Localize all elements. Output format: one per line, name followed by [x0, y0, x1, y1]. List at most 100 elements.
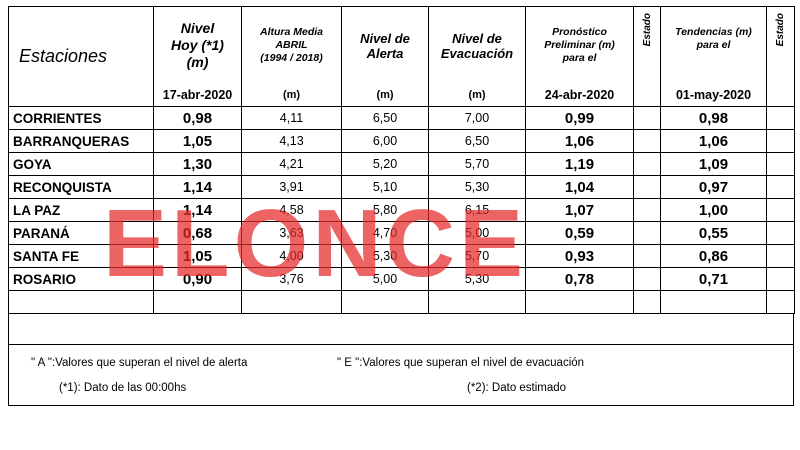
estado-2-cell [766, 244, 795, 268]
station-name: ROSARIO [8, 267, 154, 291]
tendencia-value: 0,86 [660, 244, 767, 268]
empty-row [8, 290, 795, 314]
note-dato-estimado: (*2): Dato estimado [467, 382, 567, 394]
river-levels-table: Estaciones Nivel Hoy (*1) (m) Altura Media… [8, 6, 795, 314]
pronostico-value: 0,99 [525, 106, 634, 130]
nivel-alerta-value: 4,70 [341, 221, 429, 245]
estado-2-cell [766, 152, 795, 176]
nivel-hoy-value: 1,30 [153, 152, 242, 176]
note-alerta: " A ":Valores que superan el nivel de al… [31, 357, 248, 369]
note-dato-hora: (*1): Dato de las 00:00hs [59, 382, 187, 394]
empty-cell [341, 290, 429, 314]
station-name: PARANÁ [8, 221, 154, 245]
nivel-evacuacion-value: 5,70 [428, 244, 526, 268]
altura-media-value: 3,76 [241, 267, 342, 291]
nivel-hoy-value: 0,98 [153, 106, 242, 130]
estado-cell [633, 198, 661, 222]
table-row: GOYA 1,30 4,21 5,20 5,70 1,19 1,09 [8, 152, 795, 176]
header-nivel-alerta-unit: (m) [341, 84, 429, 107]
header-tendencias-date: 01-may-2020 [660, 84, 767, 107]
tendencia-value: 0,97 [660, 175, 767, 199]
header-estaciones: Estaciones [8, 6, 154, 107]
estado-cell [633, 175, 661, 199]
table-row: SANTA FE 1,05 4,00 5,30 5,70 0,93 0,86 [8, 244, 795, 268]
nivel-evacuacion-value: 7,00 [428, 106, 526, 130]
tendencia-value: 0,71 [660, 267, 767, 291]
nivel-evacuacion-value: 5,70 [428, 152, 526, 176]
tendencia-value: 0,98 [660, 106, 767, 130]
header-pronostico-date: 24-abr-2020 [525, 84, 634, 107]
estado-cell [633, 106, 661, 130]
nivel-alerta-value: 5,20 [341, 152, 429, 176]
altura-media-value: 4,21 [241, 152, 342, 176]
station-name: SANTA FE [8, 244, 154, 268]
altura-media-value: 3,63 [241, 221, 342, 245]
altura-media-value: 4,58 [241, 198, 342, 222]
estado-cell [633, 267, 661, 291]
pronostico-value: 0,78 [525, 267, 634, 291]
pronostico-value: 1,19 [525, 152, 634, 176]
table-row: BARRANQUERAS 1,05 4,13 6,00 6,50 1,06 1,06 [8, 129, 795, 153]
estado-2-cell [766, 106, 795, 130]
tendencia-value: 1,09 [660, 152, 767, 176]
nivel-evacuacion-value: 5,00 [428, 221, 526, 245]
estado-cell [633, 221, 661, 245]
tendencia-value: 0,55 [660, 221, 767, 245]
empty-cell [633, 290, 661, 314]
tendencia-value: 1,00 [660, 198, 767, 222]
nivel-alerta-value: 5,00 [341, 267, 429, 291]
pronostico-value: 1,06 [525, 129, 634, 153]
header-estado: Estado [633, 6, 661, 107]
header-tendencias: Tendencias (m) para el [660, 6, 767, 84]
header-nivel-hoy-date: 17-abr-2020 [153, 84, 242, 107]
pronostico-value: 1,07 [525, 198, 634, 222]
nivel-hoy-value: 0,90 [153, 267, 242, 291]
table-row: CORRIENTES 0,98 4,11 6,50 7,00 0,99 0,98 [8, 106, 795, 130]
altura-media-value: 4,00 [241, 244, 342, 268]
estado-2-cell [766, 198, 795, 222]
nivel-evacuacion-value: 5,30 [428, 175, 526, 199]
table-row: LA PAZ 1,14 4,58 5,80 6,15 1,07 1,00 [8, 198, 795, 222]
altura-media-value: 4,13 [241, 129, 342, 153]
header-altura-media-unit: (m) [241, 84, 342, 107]
empty-cell [8, 290, 154, 314]
header-pronostico: Pronóstico Preliminar (m) para el [525, 6, 634, 84]
header-nivel-evacuacion-unit: (m) [428, 84, 526, 107]
estado-2-cell [766, 267, 795, 291]
station-name: BARRANQUERAS [8, 129, 154, 153]
empty-cell [525, 290, 634, 314]
tendencia-value: 1,06 [660, 129, 767, 153]
nivel-alerta-value: 5,30 [341, 244, 429, 268]
station-name: RECONQUISTA [8, 175, 154, 199]
table-row: ROSARIO 0,90 3,76 5,00 5,30 0,78 0,71 [8, 267, 795, 291]
nivel-alerta-value: 6,00 [341, 129, 429, 153]
empty-cell [660, 290, 767, 314]
station-name: LA PAZ [8, 198, 154, 222]
empty-cell [241, 290, 342, 314]
table-row: PARANÁ 0,68 3,63 4,70 5,00 0,59 0,55 [8, 221, 795, 245]
empty-cell [153, 290, 242, 314]
nivel-evacuacion-value: 6,50 [428, 129, 526, 153]
header-nivel-alerta: Nivel de Alerta [341, 6, 429, 84]
header-estado-2: Estado [766, 6, 795, 107]
notes-section: " A ":Valores que superan el nivel de al… [8, 345, 794, 406]
altura-media-value: 4,11 [241, 106, 342, 130]
empty-cell [766, 290, 795, 314]
altura-media-value: 3,91 [241, 175, 342, 199]
header-nivel-evacuacion: Nivel de Evacuación [428, 6, 526, 84]
station-name: CORRIENTES [8, 106, 154, 130]
river-levels-report: Estaciones Nivel Hoy (*1) (m) Altura Media… [8, 6, 795, 446]
nivel-alerta-value: 5,10 [341, 175, 429, 199]
nivel-hoy-value: 0,68 [153, 221, 242, 245]
blank-row [8, 314, 794, 345]
nivel-hoy-value: 1,05 [153, 129, 242, 153]
estado-2-cell [766, 221, 795, 245]
nivel-hoy-value: 1,14 [153, 198, 242, 222]
nivel-alerta-value: 6,50 [341, 106, 429, 130]
estado-cell [633, 244, 661, 268]
empty-cell [428, 290, 526, 314]
note-evacuacion: " E ":Valores que superan el nivel de ev… [337, 357, 585, 369]
pronostico-value: 0,59 [525, 221, 634, 245]
nivel-hoy-value: 1,05 [153, 244, 242, 268]
nivel-hoy-value: 1,14 [153, 175, 242, 199]
